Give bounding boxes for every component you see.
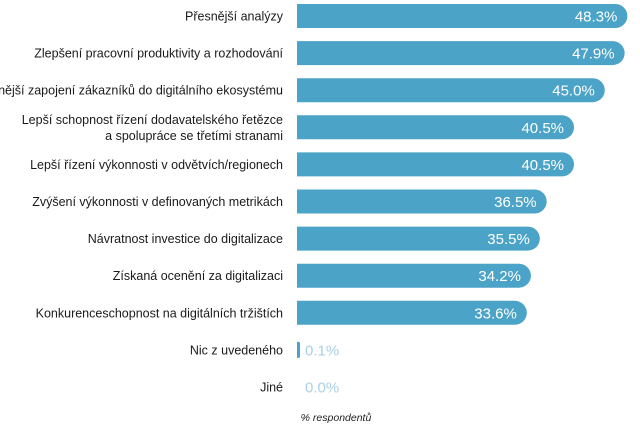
category-label-3: Lepší schopnost řízení dodavatelského ře… (22, 113, 283, 143)
value-label-0: 48.3% (575, 9, 618, 26)
category-label-7: Získaná ocenění za digitalizaci (113, 269, 283, 283)
category-label-1: Zlepšení pracovní produktivity a rozhodo… (34, 47, 283, 61)
bars-group (297, 4, 628, 358)
bar-9 (297, 341, 300, 358)
value-label-3: 40.5% (521, 120, 564, 137)
value-label-6: 35.5% (487, 231, 530, 248)
bar-4 (297, 152, 575, 177)
value-labels-group: 48.3% 47.9% 45.0% 40.5% 40.5% 36.5% 35.5% 34.2%… (305, 9, 617, 397)
bar-3 (297, 115, 575, 140)
category-labels-group: Přesnější analýzy Zlepšení pracovní produ… (0, 10, 284, 395)
value-label-5: 36.5% (494, 194, 537, 211)
category-label-6: Návratnost investice do digitalizace (88, 232, 283, 246)
category-label-5: Zvýšení výkonnosti v definovaných metrik… (32, 195, 283, 209)
category-label-8: Konkurenceschopnost na digitálních tržiš… (36, 306, 283, 320)
bar-7 (297, 263, 531, 288)
bar-2 (297, 78, 605, 103)
category-label-9: Nic z uvedeného (190, 343, 283, 357)
category-label-2: Těsnější zapojení zákazníků do digitální… (0, 84, 283, 98)
bar-1 (297, 41, 625, 66)
bar-5 (297, 189, 547, 214)
value-label-8: 33.6% (474, 305, 517, 322)
value-label-1: 47.9% (572, 46, 615, 63)
bar-8 (297, 300, 527, 325)
category-label-4: Lepší řízení výkonnosti v odvětvích/regi… (30, 158, 283, 172)
bar-0 (297, 4, 628, 28)
value-label-7: 34.2% (478, 268, 521, 285)
value-label-4: 40.5% (521, 157, 564, 174)
category-label-10: Jiné (260, 381, 283, 395)
value-label-9: 0.1% (305, 342, 339, 359)
category-label-0: Přesnější analýzy (185, 10, 284, 24)
value-label-10: 0.0% (305, 380, 339, 397)
x-axis-label: % respondentů (301, 412, 372, 424)
value-label-2: 45.0% (552, 83, 595, 100)
bar-6 (297, 226, 540, 251)
